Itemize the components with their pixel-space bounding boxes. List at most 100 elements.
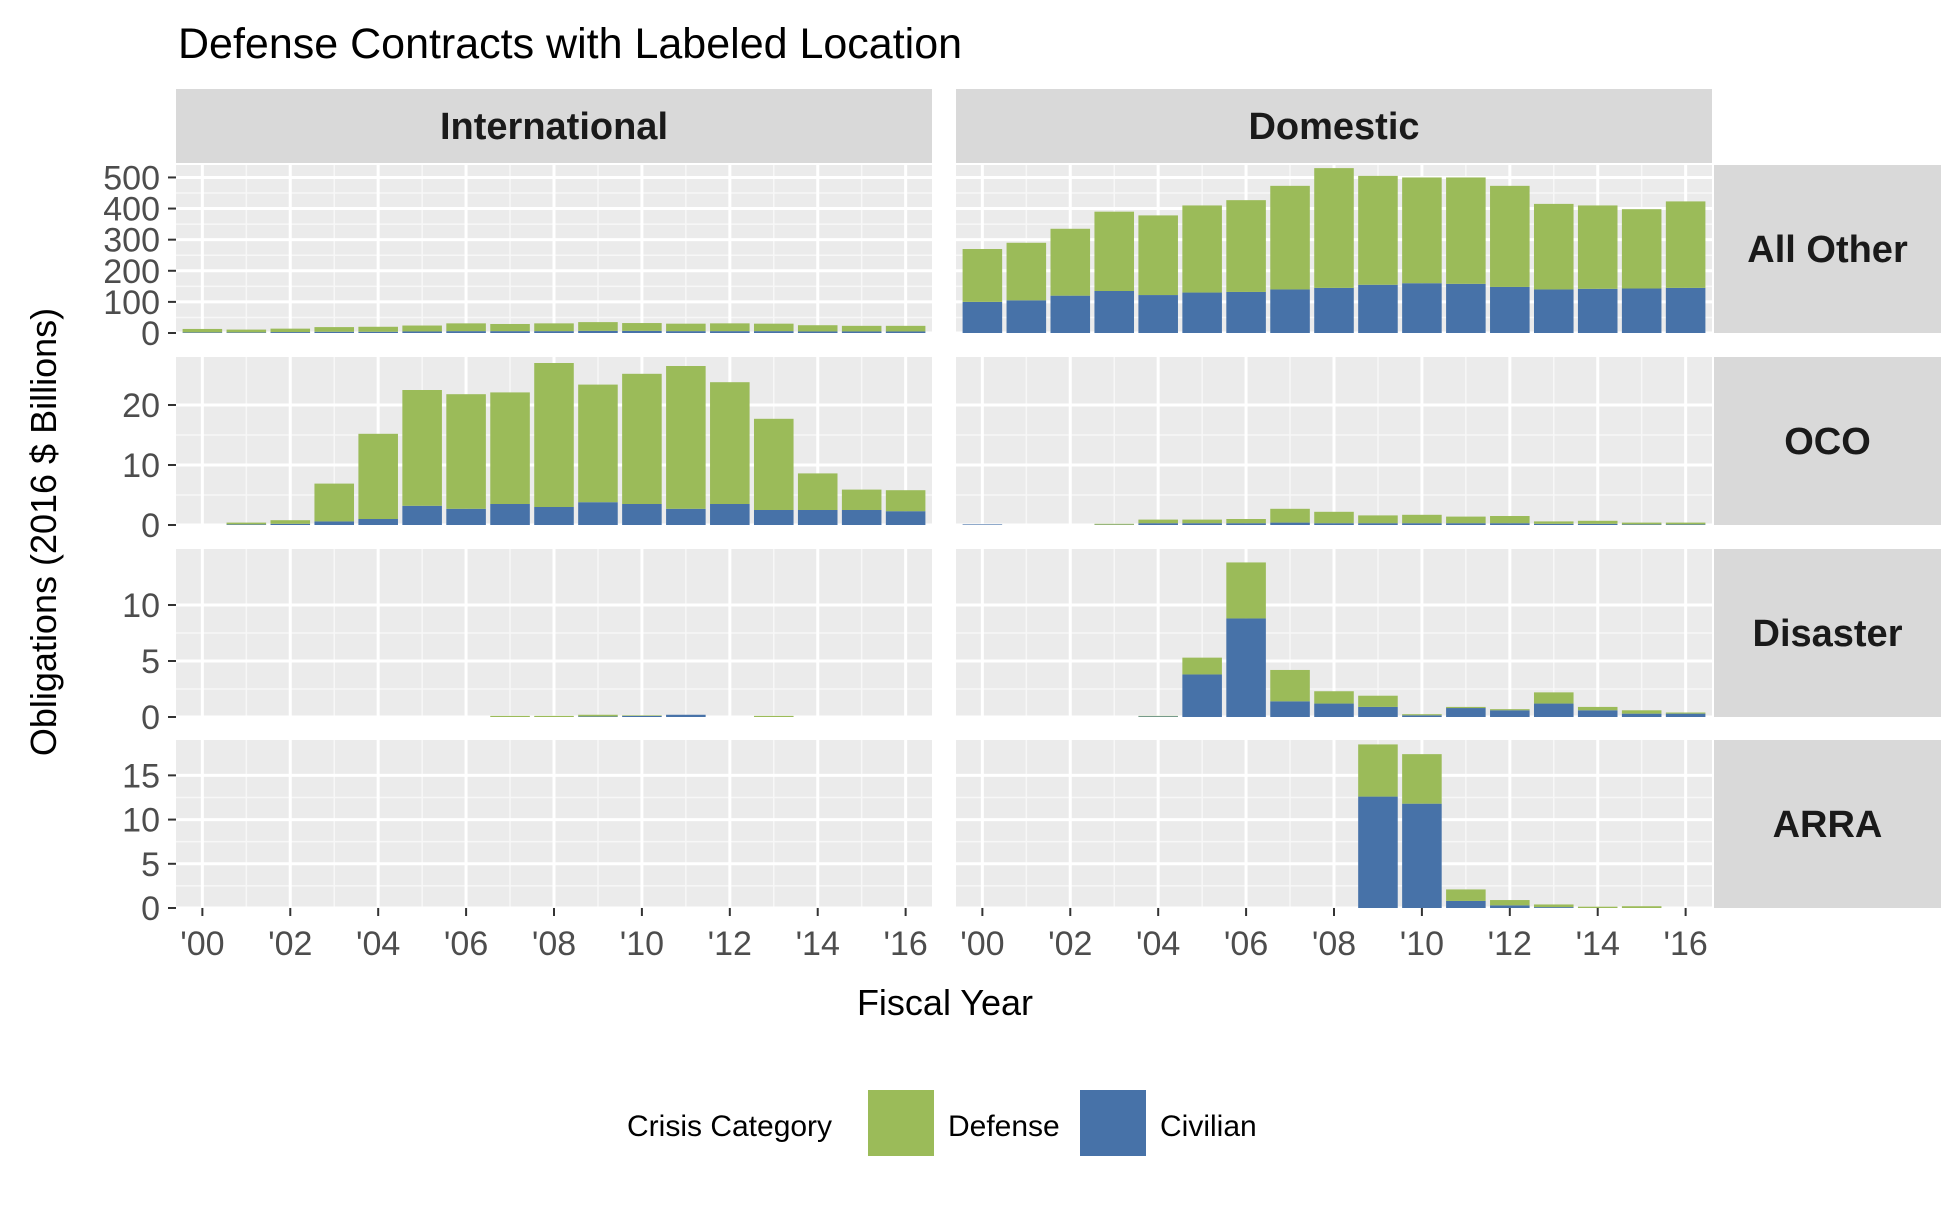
x-tick-label: '02 — [268, 925, 312, 963]
bar-defense — [1578, 707, 1618, 710]
x-tick-label: '16 — [883, 925, 927, 963]
bar-defense — [1358, 515, 1398, 523]
legend-title: Crisis Category — [627, 1110, 832, 1143]
strip-label-arra: ARRA — [1773, 804, 1883, 846]
bar-defense — [1490, 900, 1530, 905]
bar-defense — [842, 490, 882, 510]
bar-civilian — [1534, 907, 1574, 908]
bar-defense — [534, 363, 574, 507]
bar-civilian — [1138, 716, 1178, 717]
bar-civilian — [1534, 524, 1574, 525]
strip-label-domestic: Domestic — [1248, 106, 1419, 148]
bar-civilian — [1270, 523, 1310, 525]
bar-defense — [1490, 186, 1530, 287]
bar-defense — [1138, 215, 1178, 295]
bar-defense — [1182, 205, 1222, 292]
legend-key-civilian — [1080, 1090, 1146, 1156]
bar-civilian — [1314, 704, 1354, 717]
bar-defense — [1402, 714, 1442, 715]
bar-defense — [490, 324, 530, 331]
bar-civilian — [1226, 618, 1266, 717]
x-tick-label: '00 — [960, 925, 1004, 963]
bar-defense — [1051, 229, 1091, 296]
bar-defense — [1622, 209, 1662, 288]
bar-civilian — [227, 524, 267, 525]
bar-civilian — [227, 332, 267, 333]
bar-civilian — [1314, 523, 1354, 525]
bar-civilian — [1402, 283, 1442, 333]
bar-defense — [1578, 205, 1618, 288]
x-tick-label: '08 — [1312, 925, 1356, 963]
bar-civilian — [1182, 674, 1222, 717]
bar-defense — [314, 484, 354, 522]
bar-defense — [446, 394, 486, 509]
bar-civilian — [1666, 714, 1706, 717]
strip-label-all-other: All Other — [1747, 229, 1908, 271]
bar-civilian — [1182, 293, 1222, 333]
bar-defense — [1226, 519, 1266, 523]
bar-defense — [1578, 521, 1618, 524]
bar-defense — [1490, 709, 1530, 710]
bar-civilian — [271, 524, 311, 525]
bar-civilian — [578, 502, 618, 525]
bar-defense — [1270, 670, 1310, 701]
bar-defense — [183, 329, 223, 332]
bar-civilian — [622, 331, 662, 333]
legend-key-defense — [868, 1090, 934, 1156]
bar-civilian — [666, 715, 706, 717]
bar-defense — [1534, 521, 1574, 523]
bar-civilian — [578, 716, 618, 717]
bar-defense — [1270, 186, 1310, 290]
x-tick-label: '14 — [1576, 925, 1620, 963]
y-tick-label: 10 — [122, 587, 160, 625]
bar-defense — [963, 249, 1003, 302]
bar-civilian — [1534, 289, 1574, 333]
bar-defense — [1446, 177, 1486, 283]
panel-domestic-all-other — [956, 165, 1712, 333]
bar-civilian — [534, 331, 574, 333]
bar-civilian — [183, 332, 223, 333]
bar-civilian — [534, 507, 574, 525]
bar-defense — [1666, 713, 1706, 714]
bar-defense — [1094, 524, 1134, 525]
bar-defense — [578, 322, 618, 331]
bar-civilian — [754, 331, 794, 333]
bar-defense — [1666, 523, 1706, 525]
x-tick-label: '10 — [1400, 925, 1444, 963]
bar-defense — [1358, 696, 1398, 707]
panel-domestic-oco — [956, 357, 1712, 525]
panel-international-arra — [176, 740, 932, 908]
bar-defense — [842, 326, 882, 332]
bar-civilian — [358, 332, 398, 333]
bar-defense — [1446, 707, 1486, 708]
x-tick-label: '12 — [1488, 925, 1532, 963]
bar-civilian — [622, 504, 662, 525]
bar-defense — [1182, 658, 1222, 675]
bar-civilian — [490, 504, 530, 525]
bar-civilian — [710, 504, 750, 525]
panel-international-all-other — [176, 165, 932, 333]
y-tick-label: 0 — [141, 890, 160, 928]
bar-defense — [578, 715, 618, 717]
bar-civilian — [1446, 523, 1486, 525]
bar-defense — [271, 520, 311, 524]
bar-defense — [1358, 176, 1398, 285]
x-tick-label: '08 — [532, 925, 576, 963]
bar-defense — [1402, 515, 1442, 523]
bar-defense — [402, 326, 442, 332]
y-tick-label: 20 — [122, 387, 160, 425]
x-tick-label: '04 — [356, 925, 400, 963]
panel-international-oco — [176, 357, 932, 525]
chart-title: Defense Contracts with Labeled Location — [178, 20, 962, 68]
bar-defense — [622, 374, 662, 504]
bar-civilian — [1358, 707, 1398, 717]
x-tick-label: '02 — [1048, 925, 1092, 963]
bar-civilian — [1446, 708, 1486, 717]
bar-defense — [1402, 177, 1442, 283]
bar-defense — [1534, 692, 1574, 703]
bar-defense — [1314, 512, 1354, 523]
bar-civilian — [1138, 295, 1178, 333]
y-tick-label: 10 — [122, 802, 160, 840]
bar-defense — [578, 385, 618, 503]
